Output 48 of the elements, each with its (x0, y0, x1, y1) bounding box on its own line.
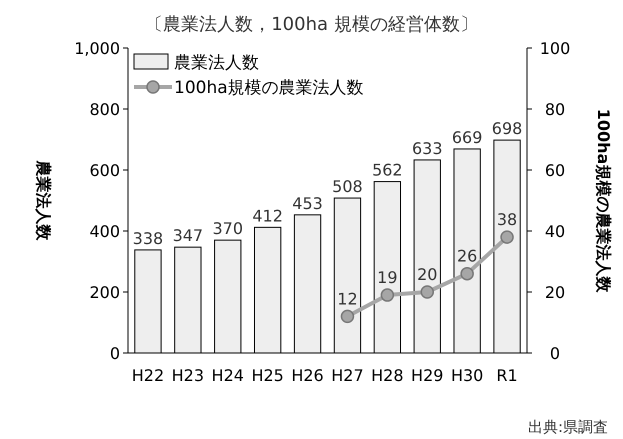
data-label: 453 (292, 194, 323, 213)
legend-label: 100ha規模の農業法人数 (174, 78, 364, 98)
data-label: 698 (492, 119, 522, 138)
x-tick-label: H28 (371, 366, 404, 385)
x-tick-label: H30 (450, 366, 484, 385)
y-tick-label: 600 (89, 161, 120, 180)
point (420, 285, 434, 299)
x-tick-label: H29 (411, 366, 444, 385)
x-tick-label: H22 (132, 366, 164, 385)
point (500, 230, 514, 244)
data-label: 19 (377, 268, 398, 288)
data-label: 562 (372, 160, 403, 180)
legend-label: 農業法人数 (174, 53, 259, 73)
y-tick-label: 400 (89, 222, 120, 241)
data-label: 338 (132, 228, 164, 248)
y2-tick-label: 60 (544, 161, 566, 180)
point (460, 266, 474, 280)
point (340, 310, 354, 324)
x-tick-label: H23 (172, 366, 204, 385)
data-label: 412 (252, 206, 283, 226)
y-axis-title: 農業法人数 (34, 160, 53, 242)
x-tick-label: H24 (212, 366, 244, 385)
y2-tick-label: 20 (544, 283, 566, 302)
chart-title: 〔農業法人数，100ha 規模の経営体数〕 (145, 14, 478, 35)
x-tick-label: H27 (331, 366, 364, 385)
y2-tick-label: 40 (544, 222, 566, 241)
x-tick-label: R1 (496, 366, 518, 385)
point (380, 288, 394, 302)
x-tick-label: H26 (291, 366, 324, 385)
data-label: 669 (452, 128, 482, 147)
y-tick-label: 800 (89, 100, 120, 119)
data-label: 26 (456, 246, 478, 266)
y-tick-label: 200 (89, 283, 120, 302)
data-label: 508 (332, 177, 363, 196)
y-tick-label: 1,000 (74, 39, 120, 58)
data-label: 12 (337, 289, 358, 308)
x-tick-label: H25 (251, 366, 284, 385)
data-label: 20 (417, 265, 438, 284)
y2-tick-label: 100 (540, 39, 570, 58)
data-label: 370 (212, 219, 244, 238)
source-note: 出典:県調査 (528, 418, 608, 436)
y-tick-label: 0 (110, 344, 120, 363)
data-label: 347 (172, 226, 204, 246)
y2-axis-title: 100ha規模の農業法人数 (594, 108, 613, 294)
data-label: 633 (412, 138, 443, 158)
data-label: 38 (496, 210, 518, 230)
y2-tick-label: 80 (544, 100, 566, 119)
y2-tick-label: 0 (550, 344, 560, 363)
